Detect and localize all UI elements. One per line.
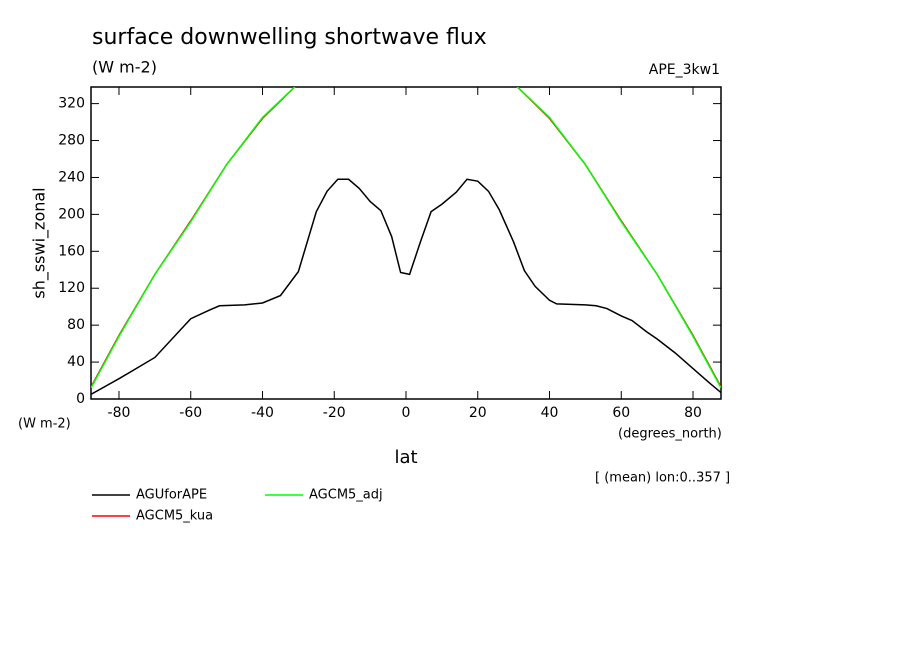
y-tick-label: 200 <box>58 206 85 222</box>
y-axis-label: sh_sswi_zonal <box>30 187 50 298</box>
y-tick-label: 120 <box>58 280 85 296</box>
x-tick-label: -80 <box>108 405 131 421</box>
y-tick-label: 320 <box>58 96 85 112</box>
y-tick-label: 0 <box>76 391 85 407</box>
footnote: [ (mean) lon:0..357 ] <box>595 471 730 486</box>
line-series <box>91 178 721 396</box>
y-tick-label: 80 <box>67 317 85 333</box>
x-tick-label: 80 <box>684 405 702 421</box>
x-tick-label: 60 <box>612 405 630 421</box>
legend-label: AGUforAPE <box>136 488 207 503</box>
x-unit: (degrees_north) <box>618 427 722 442</box>
plot-frame <box>90 86 722 400</box>
legend-label: AGCM5_kua <box>136 509 213 524</box>
line-series <box>91 87 721 389</box>
y-tick-label: 160 <box>58 243 85 259</box>
x-tick-label: 40 <box>541 405 559 421</box>
chart-title: surface downwelling shortwave flux <box>92 25 487 50</box>
x-tick-label: -40 <box>251 405 274 421</box>
legend-label: AGCM5_adj <box>309 488 383 503</box>
y-tick-label: 40 <box>67 354 85 370</box>
plot-area <box>91 87 721 396</box>
annotation: APE_3kw1 <box>649 62 720 78</box>
x-tick-label: 20 <box>469 405 487 421</box>
y-unit: (W m-2) <box>18 417 71 432</box>
y-tick-label: 240 <box>58 169 85 185</box>
x-axis-label: lat <box>394 447 417 468</box>
x-tick-label: -20 <box>323 405 346 421</box>
y-tick-label: 280 <box>58 133 85 149</box>
x-tick-label: -60 <box>179 405 202 421</box>
chart-subtitle: (W m-2) <box>92 58 157 77</box>
x-tick-label: 0 <box>402 405 411 421</box>
